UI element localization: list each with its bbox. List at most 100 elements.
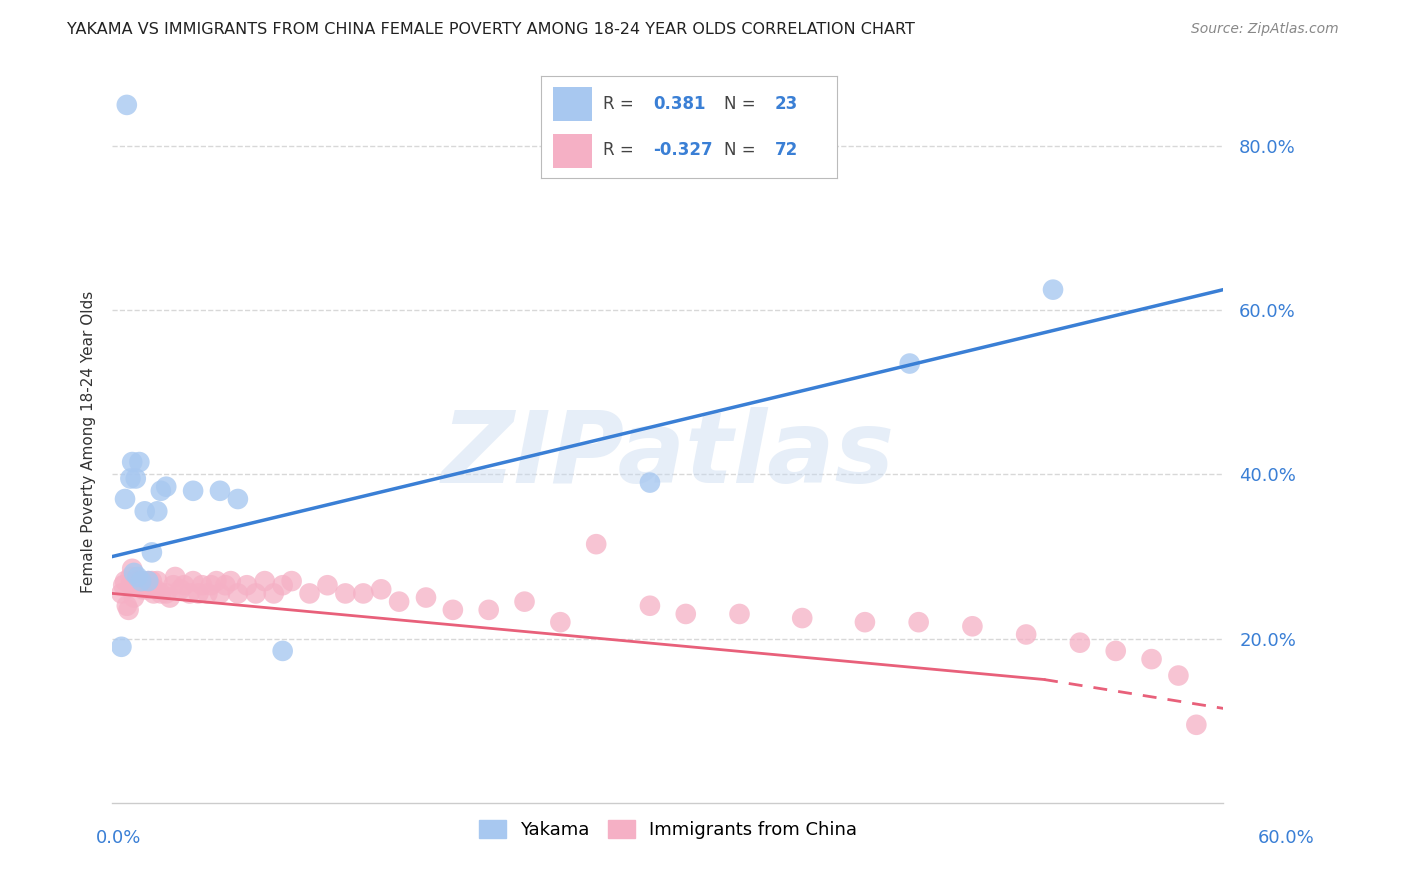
Point [141,545,163,559]
Point [169,582,191,597]
Point [146,574,169,588]
Text: 60.0%: 60.0% [1258,829,1315,847]
Point [263,586,285,600]
Point [125,578,148,592]
Text: 0.0%: 0.0% [96,829,141,847]
Legend: Yakama, Immigrants from China: Yakama, Immigrants from China [470,811,866,848]
Point [149,483,172,498]
Point [253,574,276,588]
Point [478,603,501,617]
Point [1167,668,1189,682]
Text: N =: N = [724,95,761,113]
Point [415,591,437,605]
Point [208,586,231,600]
Point [173,578,195,592]
Point [136,574,159,588]
Point [115,98,138,112]
Point [132,582,155,597]
Point [128,455,150,469]
Point [139,578,162,592]
Point [898,357,921,371]
Point [162,578,184,592]
Point [335,586,357,600]
Bar [553,87,592,121]
Point [200,578,222,592]
Text: ZIPatlas: ZIPatlas [441,408,894,505]
Point [159,591,181,605]
Point [114,574,136,588]
Point [907,615,929,630]
Point [226,491,249,506]
Point [219,574,242,588]
Point [135,582,157,597]
Point [370,582,392,597]
Point [165,570,187,584]
Point [191,578,214,592]
Point [1042,283,1064,297]
Point [550,615,572,630]
Point [638,599,661,613]
Point [585,537,607,551]
Point [1015,627,1038,641]
Point [1105,644,1128,658]
Point [280,574,302,588]
Point [226,586,249,600]
Point [1185,718,1208,732]
Point [214,578,236,592]
Point [110,640,132,654]
Point [122,566,145,580]
Bar [553,135,592,168]
Point [187,586,209,600]
Point [129,574,152,588]
Point [1140,652,1163,666]
Point [236,578,259,592]
Point [125,471,148,485]
Point [110,586,132,600]
Point [179,586,201,600]
Point [181,574,204,588]
Point [149,586,172,600]
Point [120,578,142,592]
Point [181,483,204,498]
Point [146,504,169,518]
Point [962,619,984,633]
Point [441,603,464,617]
Point [1069,636,1091,650]
Point [245,586,267,600]
Point [117,603,139,617]
Point [122,591,145,605]
Point [145,582,167,597]
Point [728,607,751,621]
Point [128,574,150,588]
Point [134,578,156,592]
Text: Source: ZipAtlas.com: Source: ZipAtlas.com [1191,22,1339,37]
Text: 0.381: 0.381 [654,95,706,113]
Point [120,471,142,485]
Point [853,615,876,630]
Point [112,578,135,592]
Point [205,574,228,588]
Point [208,483,231,498]
Point [115,599,138,613]
Point [128,578,150,592]
Point [388,594,411,608]
Point [316,578,339,592]
Point [120,570,142,584]
Point [134,504,156,518]
Text: R =: R = [603,95,640,113]
Text: YAKAMA VS IMMIGRANTS FROM CHINA FEMALE POVERTY AMONG 18-24 YEAR OLDS CORRELATION: YAKAMA VS IMMIGRANTS FROM CHINA FEMALE P… [67,22,915,37]
Point [129,574,152,588]
Point [298,586,321,600]
Text: 72: 72 [775,141,797,159]
Point [792,611,814,625]
Point [197,586,219,600]
Point [675,607,697,621]
Point [127,574,149,588]
Point [114,491,136,506]
Point [142,586,165,600]
Point [121,562,143,576]
Text: R =: R = [603,141,640,159]
Point [127,570,149,584]
Text: -0.327: -0.327 [654,141,713,159]
Point [271,644,294,658]
